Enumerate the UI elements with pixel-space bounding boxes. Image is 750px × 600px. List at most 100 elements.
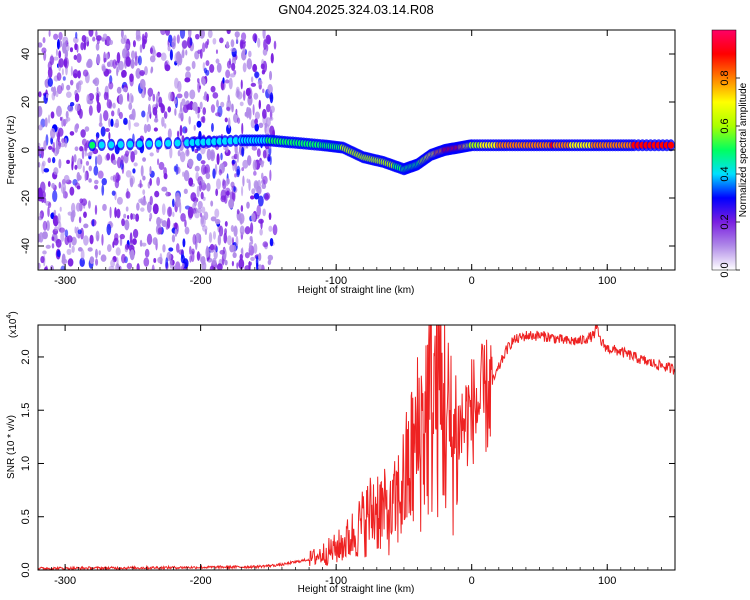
noise-speck (121, 253, 126, 264)
noise-speck (81, 148, 85, 160)
noise-speck (213, 244, 218, 251)
noise-speck (157, 227, 163, 235)
noise-speck (94, 184, 99, 190)
noise-speck (261, 183, 267, 190)
noise-speck (262, 149, 267, 159)
noise-speck (166, 251, 172, 262)
noise-speck (86, 60, 92, 69)
noise-speck (135, 34, 142, 42)
noise-speck (257, 79, 263, 86)
noise-speck (106, 69, 112, 74)
noise-speck (39, 181, 46, 193)
noise-speck (187, 206, 194, 219)
noise-speck (117, 60, 120, 73)
noise-speck (200, 160, 206, 165)
noise-speck (41, 160, 46, 167)
noise-speck (216, 99, 219, 108)
spectrogram-xtick-label: 100 (598, 275, 616, 287)
noise-speck (156, 216, 162, 227)
noise-speck (69, 47, 74, 53)
noise-speck (65, 110, 69, 119)
noise-speck (112, 241, 115, 249)
noise-speck (124, 219, 130, 231)
noise-speck (86, 94, 91, 105)
noise-speck (242, 62, 247, 73)
noise-speck (58, 158, 62, 169)
noise-speck (77, 229, 82, 235)
noise-speck (189, 37, 193, 47)
snr-xtick-label: 100 (598, 575, 616, 587)
noise-speck (253, 63, 257, 71)
noise-speck (212, 257, 217, 266)
noise-speck (238, 258, 245, 270)
noise-speck (236, 165, 241, 176)
noise-speck (94, 204, 98, 215)
noise-speck (132, 228, 139, 239)
noise-speck (120, 37, 126, 45)
noise-speck (88, 30, 94, 37)
noise-speck (197, 81, 201, 93)
noise-speck (124, 243, 130, 250)
noise-speck (254, 123, 260, 132)
noise-speck (123, 117, 128, 125)
noise-speck (77, 70, 81, 79)
noise-speck (74, 43, 78, 51)
noise-speck (104, 39, 107, 45)
noise-speck (161, 116, 165, 127)
noise-speck (212, 92, 219, 99)
noise-speck (141, 200, 147, 206)
noise-speck (52, 190, 58, 203)
noise-speck (191, 251, 195, 263)
noise-speck (246, 58, 253, 70)
noise-speck (137, 55, 142, 66)
noise-speck (224, 259, 228, 266)
noise-speck (235, 35, 239, 44)
noise-speck (156, 158, 160, 166)
snr-ytick-label: 0.5 (20, 509, 32, 524)
noise-speck (66, 159, 70, 165)
noise-speck (51, 236, 55, 241)
signal-core (211, 138, 218, 146)
noise-speck (231, 260, 235, 267)
colorbar-tick-label: 0.4 (719, 166, 731, 181)
noise-speck (130, 58, 135, 69)
noise-speck (140, 165, 144, 177)
noise-speck (162, 244, 166, 253)
noise-speck (248, 50, 252, 58)
signal-core (227, 137, 234, 145)
noise-speck (122, 48, 127, 59)
snr-frame (37, 324, 676, 571)
noise-speck (88, 200, 91, 209)
noise-speck (53, 33, 59, 40)
noise-speck (172, 211, 175, 218)
noise-speck (38, 162, 41, 168)
noise-speck (194, 210, 200, 219)
noise-speck (42, 220, 48, 231)
noise-speck (269, 92, 274, 104)
noise-speck (74, 92, 80, 103)
noise-speck (47, 114, 51, 124)
noise-speck (206, 182, 211, 192)
noise-speck (65, 49, 69, 58)
noise-speck (149, 152, 154, 157)
noise-speck (231, 62, 236, 71)
noise-speck (89, 234, 94, 245)
noise-speck (168, 247, 174, 252)
noise-speck (211, 122, 214, 133)
noise-speck (156, 52, 162, 58)
noise-speck (61, 253, 66, 265)
noise-speck (196, 120, 202, 128)
noise-speck (174, 222, 178, 230)
noise-speck (133, 162, 138, 167)
noise-speck (129, 175, 136, 185)
signal-core (222, 137, 229, 145)
noise-speck (65, 91, 72, 98)
noise-speck (197, 200, 203, 210)
noise-speck (95, 230, 100, 242)
noise-speck (82, 69, 89, 77)
signal-core (667, 141, 674, 149)
noise-speck (215, 58, 220, 64)
noise-speck (125, 170, 132, 178)
noise-speck (163, 123, 167, 129)
